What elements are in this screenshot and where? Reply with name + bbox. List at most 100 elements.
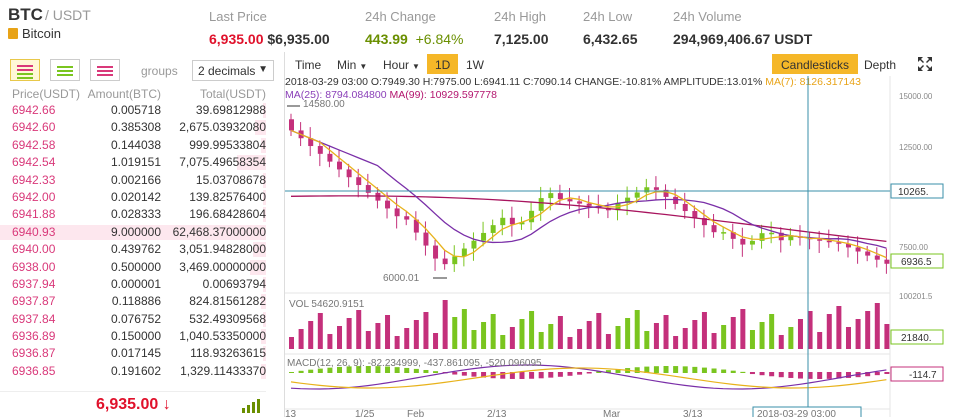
volume-bar [442,300,448,349]
orderbook-row[interactable]: 6942.58 0.144038 999.99533804 [0,137,266,154]
groups-select[interactable]: 2 decimals ▼ [192,60,274,81]
candle-body [567,199,573,202]
ticker-header: BTC / USDT Bitcoin Last Price 6,935.00 $6… [0,0,954,52]
hour-dropdown[interactable]: Hour ▼ [383,58,420,72]
volume-bar [701,312,707,349]
x-axis-label: 13 [285,409,297,417]
high-value: 7,125.00 [494,31,549,47]
fullscreen-icon[interactable] [917,56,933,72]
coin-name[interactable]: Bitcoin [8,26,61,41]
orderbook-row[interactable]: 6936.87 0.017145 118.93263615 [0,345,266,362]
macd-bar [452,372,458,375]
change-percent: +6.84% [415,31,464,47]
candle-body [826,240,832,243]
macd-bar [797,372,803,379]
volume-bar [634,310,640,349]
volume-bar [289,337,294,349]
candle-body [749,240,755,245]
last-price-label: 6936.5 [901,257,932,268]
macd-bar [567,372,573,376]
orderbook-row[interactable]: 6937.84 0.076752 532.49309568 [0,311,266,328]
macd-bar [845,372,851,378]
cell-amount: 0.118886 [111,294,161,309]
orderbook-row[interactable]: 6942.60 0.385308 2,675.03932080 [0,119,266,136]
orderbook-row[interactable]: 6941.88 0.028333 196.68428604 [0,206,266,223]
macd-label: MACD(12, 26, 9): -82.234999, -437.861095… [287,358,542,369]
candle-body [509,217,515,225]
groups-label: groups [141,64,178,78]
change-value: 443.99 [365,31,408,47]
candle-body [586,203,592,206]
orderbook-row[interactable]: 6940.93 9.000000 62,468.37000000 [0,224,266,241]
cell-amount: 0.076752 [110,311,161,326]
candlesticks-tab[interactable]: Candlesticks [772,54,859,74]
orderbook-header: Price(USDT) Amount(BTC) Total(USDT) [0,87,266,103]
candle-body [759,233,765,241]
crosshair-date-tag [752,406,862,417]
candle-body [317,146,323,154]
view-both-button[interactable] [10,59,40,81]
macd-bar [596,371,602,373]
volume-bar [500,335,506,349]
depth-tab[interactable]: Depth [864,58,897,72]
macd-bar [701,367,707,373]
last-price-usd: $6,935.00 [267,31,330,47]
orderbook-row[interactable]: 6936.89 0.150000 1,040.53350000 [0,328,266,345]
volume-bar [865,311,871,349]
candle-body [730,232,736,239]
cell-price: 6940.00 [12,242,56,257]
volume-bar [548,324,554,349]
macd-bar [817,372,823,379]
volume-bar [509,327,515,349]
candle-body [365,185,371,193]
cell-total: 15.03708678 [195,172,266,187]
orderbook-row[interactable]: 6942.54 1.019151 7,075.49658354 [0,154,266,171]
candle-body [701,218,707,226]
orderbook-row[interactable]: 6937.87 0.118886 824.81561282 [0,293,266,310]
candle-body [663,189,669,197]
volume-bar [317,313,323,349]
volume-value: 294,969,406.67 USDT [673,31,813,47]
cell-amount: 0.020142 [110,189,161,204]
interval-1d-button[interactable]: 1D [427,54,459,74]
orderbook-row[interactable]: 6942.66 0.005718 39.69812988 [0,102,266,119]
depth-bar [260,137,266,153]
volume-bar [625,318,631,349]
macd-bar [327,367,333,373]
macd-bar [337,366,343,373]
orderbook-row[interactable]: 6942.33 0.002166 15.03708678 [0,172,266,189]
cell-total: 0.00693794 [202,276,266,291]
macd-bar [385,366,391,373]
view-asks-button[interactable] [90,59,120,81]
interval-1w-button[interactable]: 1W [466,58,484,72]
candle-body [740,238,746,245]
candlestick-chart[interactable]: 14580.00 6000.01 15000.00 12500.00 10265. 750… [285,52,945,417]
macd-bar [461,372,467,376]
time-button[interactable]: Time [295,58,322,72]
cell-price: 6942.66 [12,103,56,117]
col-total: Total(USDT) [199,87,266,101]
orderbook-row[interactable]: 6942.00 0.020142 139.82576400 [0,189,266,206]
min-dropdown[interactable]: Min ▼ [337,58,368,72]
candle-body [577,201,583,204]
cell-price: 6940.93 [12,224,56,239]
volume-bar [749,330,755,349]
depth-bar [260,363,266,379]
cell-total: 39.69812988 [195,103,266,117]
macd-bar [308,369,314,373]
candle-body [548,193,554,199]
cell-amount: 0.005718 [110,103,161,117]
volume-bar [644,331,650,349]
view-bids-button[interactable] [50,59,80,81]
depth-bar [263,346,266,362]
cell-total: 1,329.11433370 [180,363,266,378]
cell-amount: 0.144038 [110,137,161,152]
orderbook-last-price: 6,935.00 ↓ [96,396,171,413]
orderbook-row[interactable]: 6940.00 0.439762 3,051.94828000 [0,241,266,258]
candle-body [721,232,727,234]
macd-bar [692,366,698,373]
orderbook-row[interactable]: 6937.94 0.000001 0.00693794 [0,276,266,293]
depth-bar [263,311,266,327]
orderbook-row[interactable]: 6936.85 0.191602 1,329.11433370 [0,363,266,380]
orderbook-row[interactable]: 6938.00 0.500000 3,469.00000000 [0,259,266,276]
